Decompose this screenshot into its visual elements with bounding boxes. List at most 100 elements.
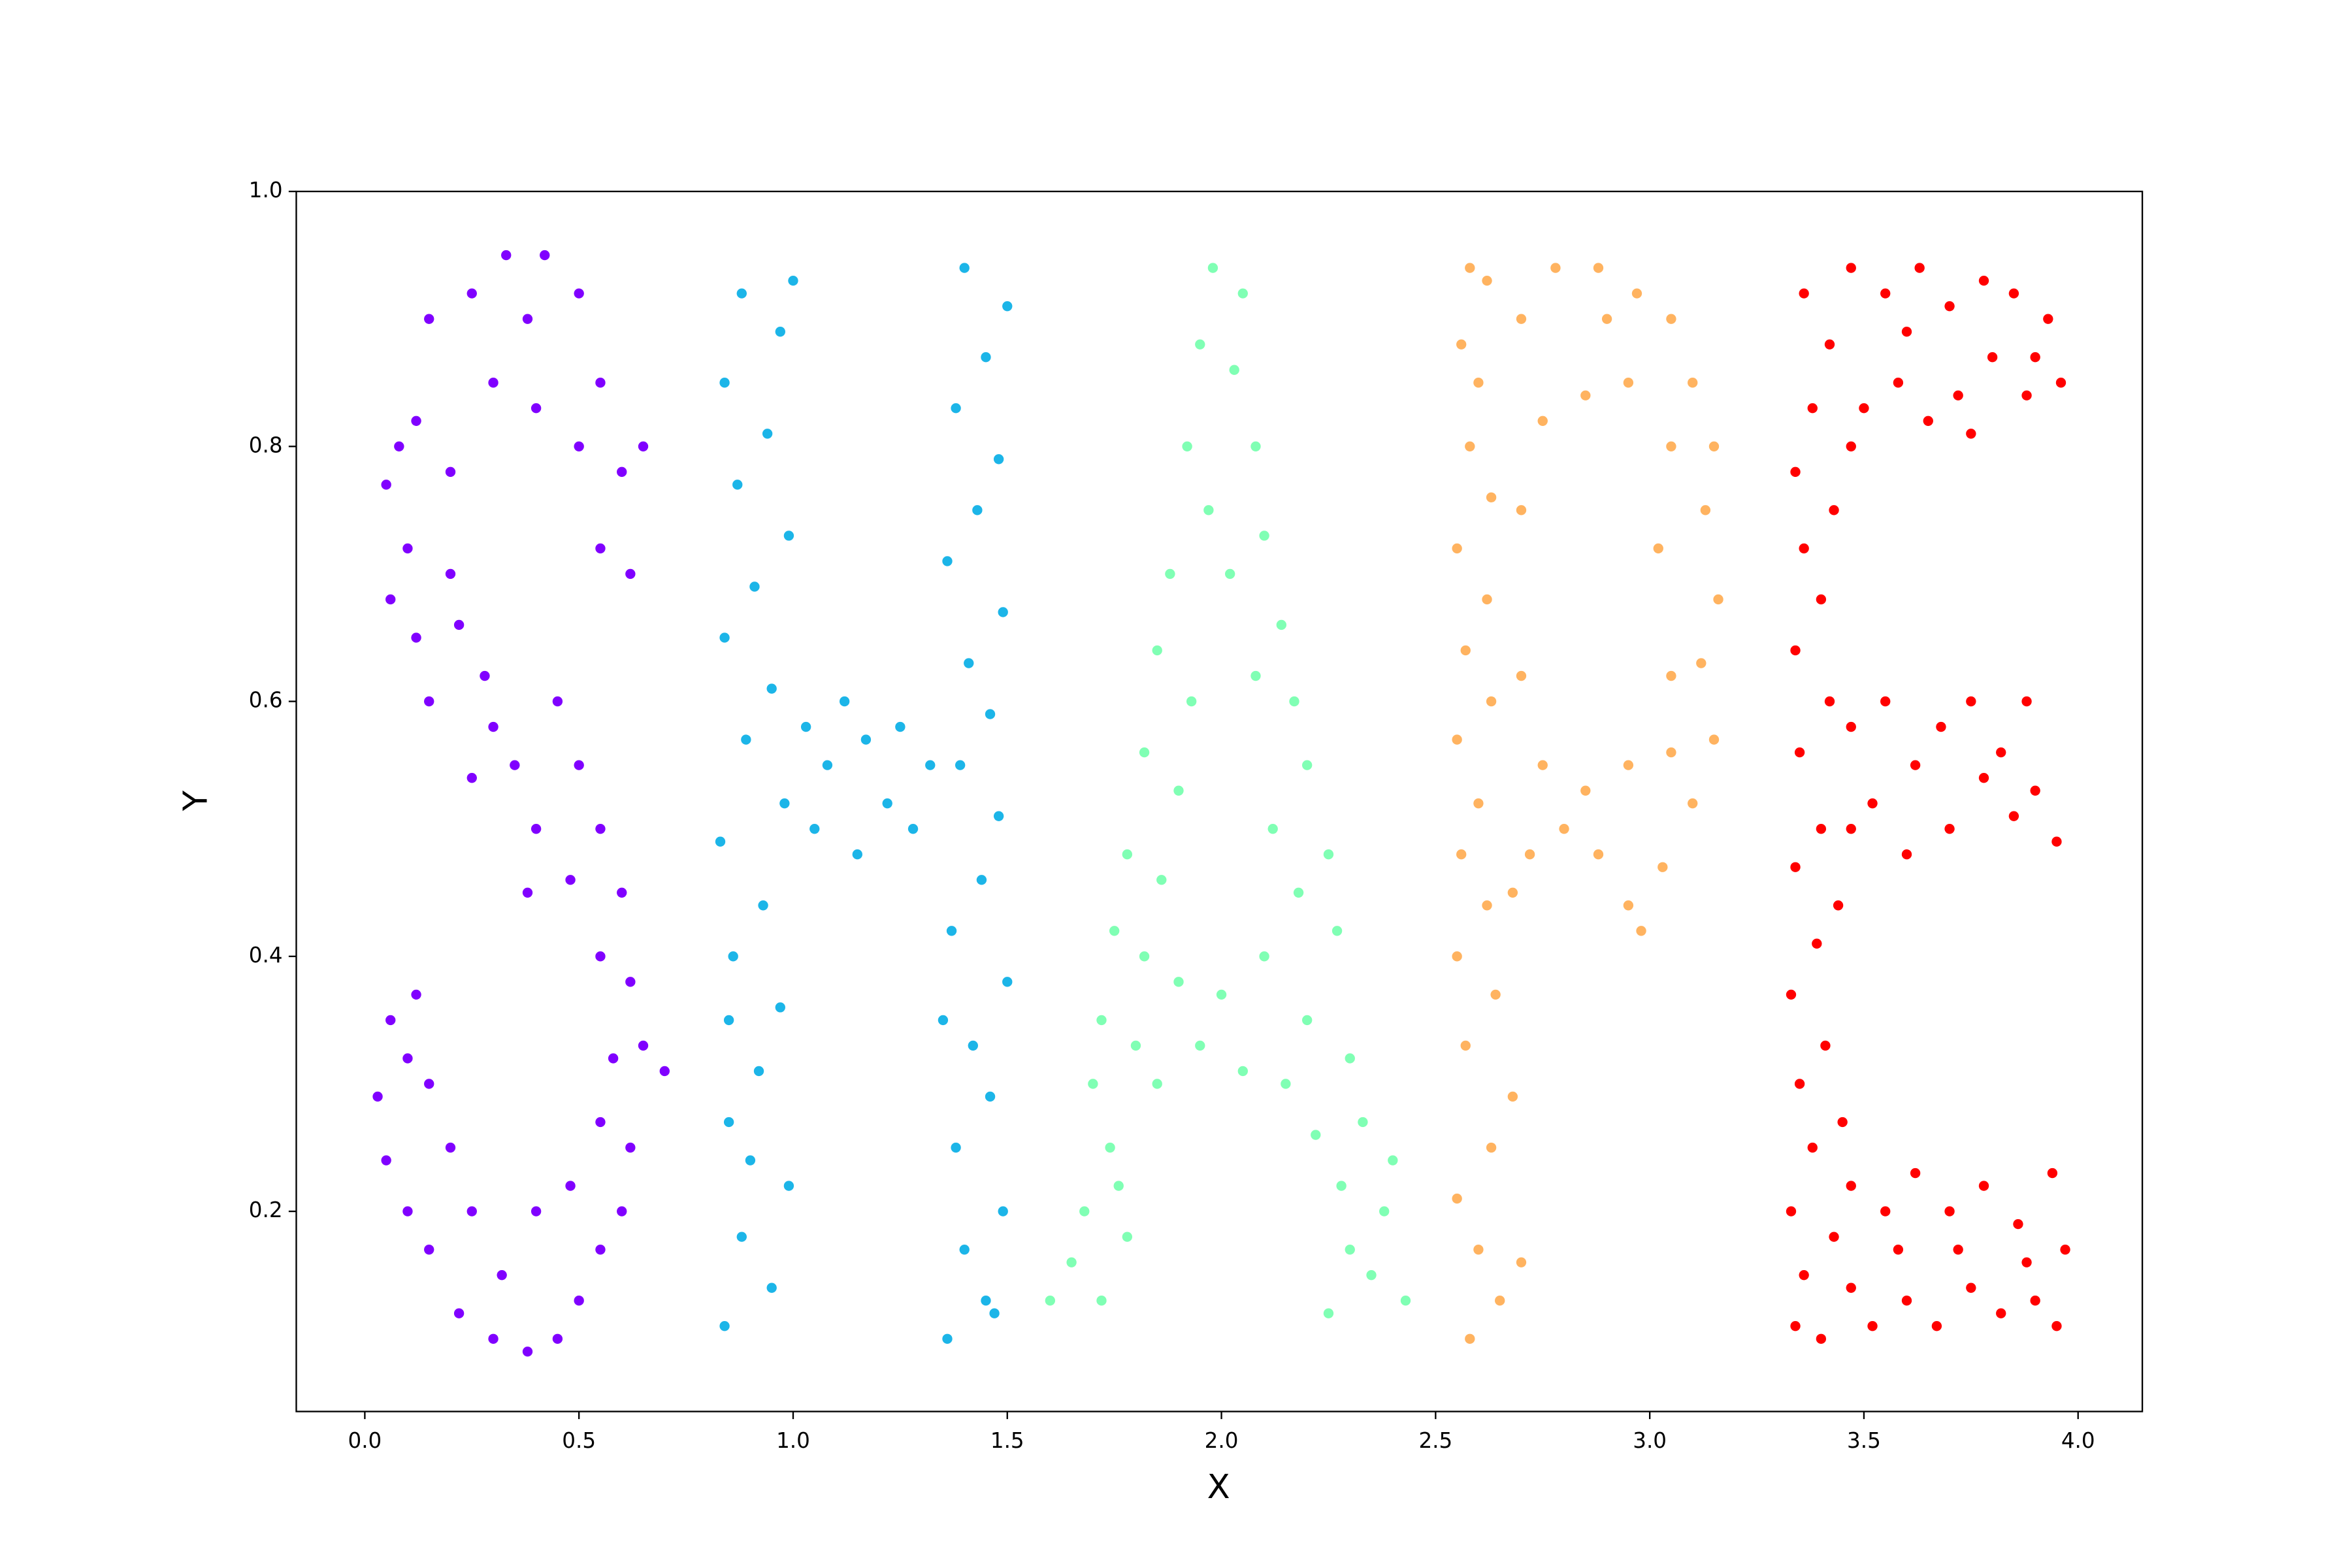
point bbox=[1182, 441, 1192, 451]
point bbox=[1944, 1206, 1955, 1217]
point bbox=[1473, 798, 1484, 809]
point bbox=[783, 1181, 794, 1191]
point bbox=[1713, 594, 1723, 605]
point bbox=[1794, 1079, 1805, 1089]
point bbox=[1482, 900, 1492, 911]
point bbox=[1829, 505, 1839, 515]
y-tick-label: 1.0 bbox=[249, 178, 283, 203]
point bbox=[1250, 670, 1261, 681]
point bbox=[788, 275, 798, 286]
point bbox=[951, 1142, 961, 1153]
point bbox=[1966, 696, 1976, 707]
point bbox=[1516, 1257, 1527, 1267]
point bbox=[1816, 1333, 1827, 1344]
point bbox=[1846, 1282, 1856, 1293]
point bbox=[424, 1244, 434, 1255]
point bbox=[1996, 1308, 2006, 1318]
point bbox=[1195, 1040, 1205, 1051]
point bbox=[942, 556, 953, 566]
point bbox=[1507, 887, 1518, 898]
point bbox=[565, 875, 576, 885]
point bbox=[1824, 696, 1835, 707]
point bbox=[1931, 1321, 1942, 1331]
point bbox=[993, 454, 1004, 465]
point bbox=[595, 824, 606, 834]
point bbox=[385, 594, 396, 605]
point bbox=[1524, 849, 1535, 860]
point bbox=[1456, 849, 1467, 860]
point bbox=[959, 1244, 970, 1255]
point bbox=[466, 772, 477, 783]
point bbox=[942, 1333, 953, 1344]
point bbox=[574, 441, 584, 451]
point bbox=[1452, 734, 1462, 745]
point bbox=[1666, 314, 1676, 324]
point bbox=[1833, 900, 1844, 911]
point bbox=[1790, 466, 1801, 477]
x-tick-label: 4.0 bbox=[2061, 1428, 2095, 1453]
point bbox=[1486, 492, 1497, 503]
point bbox=[1623, 900, 1634, 911]
point bbox=[907, 824, 919, 834]
point bbox=[531, 824, 542, 834]
point bbox=[1953, 1244, 1963, 1255]
x-tick-label: 3.5 bbox=[1847, 1428, 1881, 1453]
point bbox=[981, 1296, 991, 1306]
point bbox=[719, 378, 730, 388]
point bbox=[993, 811, 1004, 821]
point bbox=[411, 632, 421, 643]
point bbox=[1323, 1308, 1334, 1318]
point bbox=[839, 696, 850, 707]
point bbox=[1486, 1142, 1497, 1153]
point bbox=[595, 378, 606, 388]
point bbox=[1623, 760, 1634, 770]
point bbox=[1516, 314, 1527, 324]
point bbox=[1978, 1181, 1989, 1191]
point bbox=[1901, 849, 1912, 860]
point bbox=[1237, 288, 1249, 299]
point bbox=[1113, 1181, 1124, 1191]
point bbox=[1901, 326, 1912, 337]
point bbox=[531, 1206, 542, 1217]
point bbox=[445, 466, 456, 477]
point bbox=[595, 951, 606, 962]
point bbox=[882, 798, 892, 809]
point bbox=[1880, 288, 1891, 299]
point bbox=[2021, 1257, 2032, 1267]
point bbox=[488, 721, 498, 732]
point bbox=[501, 250, 512, 261]
point bbox=[2013, 1218, 2023, 1230]
point bbox=[1807, 1142, 1818, 1153]
point bbox=[972, 505, 983, 515]
point bbox=[1799, 288, 1809, 299]
point bbox=[775, 1002, 785, 1013]
point bbox=[2008, 811, 2019, 821]
point bbox=[1846, 721, 1856, 732]
point bbox=[766, 683, 777, 694]
point bbox=[488, 1333, 498, 1344]
point bbox=[1293, 887, 1304, 898]
point bbox=[1460, 1040, 1471, 1051]
point bbox=[1465, 1333, 1475, 1344]
point bbox=[1207, 263, 1218, 273]
point bbox=[1846, 1181, 1856, 1191]
point bbox=[2051, 1321, 2062, 1331]
point bbox=[741, 734, 751, 745]
point bbox=[1105, 1142, 1115, 1153]
point bbox=[1666, 747, 1676, 758]
point bbox=[968, 1040, 978, 1051]
point bbox=[895, 721, 906, 732]
point bbox=[1914, 263, 1925, 273]
point bbox=[638, 441, 649, 451]
point bbox=[1482, 594, 1492, 605]
point bbox=[1666, 670, 1676, 681]
point bbox=[1216, 989, 1227, 1000]
point bbox=[1186, 696, 1197, 707]
point bbox=[946, 926, 957, 936]
point bbox=[625, 1142, 636, 1153]
point bbox=[574, 760, 584, 770]
point bbox=[1786, 989, 1797, 1000]
point bbox=[466, 1206, 477, 1217]
point bbox=[1002, 301, 1013, 312]
